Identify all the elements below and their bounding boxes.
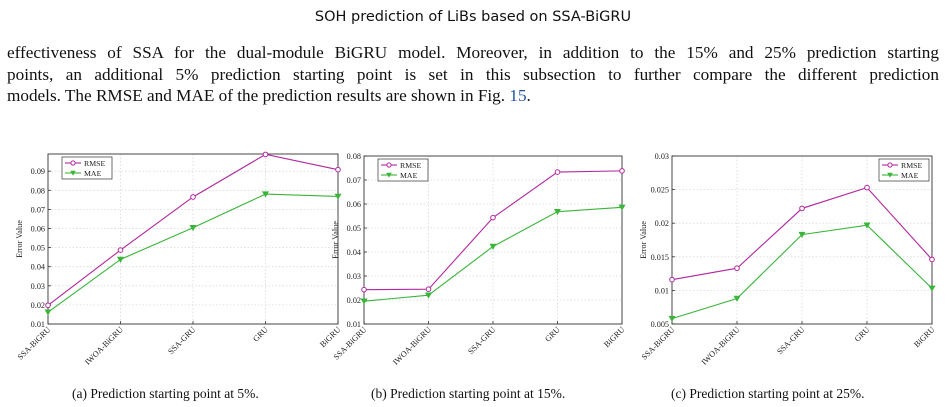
legend-label: MAE [400, 171, 418, 180]
y-axis-label: Error Value [15, 220, 24, 258]
data-point-rmse [669, 276, 675, 283]
y-tick-label: 0.04 [31, 263, 45, 272]
data-point-mae [668, 315, 676, 323]
body-paragraph: effectiveness of SSA for the dual-module… [7, 42, 939, 107]
legend-marker [386, 172, 392, 178]
y-tick-label: 0.05 [31, 244, 45, 253]
x-tick-label: BiGRU [602, 325, 626, 349]
x-tick-label: IWOA-BiGRU [700, 325, 742, 367]
data-point-rmse [361, 286, 367, 293]
data-point-mae [334, 193, 342, 200]
data-point-rmse [425, 286, 432, 293]
paragraph-line: models. The RMSE and MAE of the predicti… [7, 85, 939, 107]
data-point-mae [44, 309, 52, 316]
data-point-rmse [262, 151, 269, 158]
legend-marker [70, 170, 76, 176]
y-tick-label: 0.08 [31, 186, 45, 195]
y-tick-label: 0.02 [655, 219, 669, 228]
data-point-rmse [490, 214, 496, 221]
data-point-mae [863, 222, 871, 229]
x-tick-label: GRU [853, 325, 872, 344]
data-point-mae [489, 243, 497, 250]
y-tick-label: 0.06 [31, 224, 45, 233]
data-point-rmse [799, 205, 805, 212]
y-tick-label: 0.07 [347, 176, 361, 185]
legend-marker [887, 172, 893, 178]
data-point-rmse [117, 247, 124, 253]
y-tick-label: 0.08 [347, 152, 361, 161]
y-tick-label: 0.05 [347, 224, 361, 233]
legend-label: RMSE [84, 159, 105, 168]
y-tick-label: 0.015 [651, 253, 669, 262]
data-point-mae [928, 285, 936, 292]
x-tick-label: SSA-GRU [166, 325, 197, 356]
data-point-rmse [929, 256, 935, 263]
data-point-mae [424, 292, 433, 299]
data-point-mae [553, 208, 562, 216]
figure-reference-link[interactable]: 15 [509, 86, 527, 105]
data-point-mae [618, 204, 626, 211]
y-tick-label: 0.01 [347, 320, 361, 329]
y-tick-label: 0.07 [31, 205, 45, 214]
legend-label: RMSE [400, 161, 421, 170]
paragraph-text: models. The RMSE and MAE of the predicti… [7, 86, 510, 105]
data-point-mae [733, 295, 741, 302]
data-point-rmse [554, 169, 561, 175]
y-tick-label: 0.04 [347, 248, 361, 257]
y-tick-label: 0.06 [347, 200, 361, 209]
paragraph-line: points, an additional 5% prediction star… [7, 64, 939, 84]
data-point-rmse [335, 166, 341, 173]
y-tick-label: 0.01 [31, 320, 45, 329]
legend-label: MAE [901, 171, 919, 180]
data-point-rmse [619, 168, 625, 174]
caption-c: (c) Prediction starting point at 25%. [671, 386, 865, 401]
paragraph-line: effectiveness of SSA for the dual-module… [7, 43, 939, 62]
x-tick-label: BiGRU [318, 325, 342, 349]
y-tick-label: 0.09 [31, 167, 45, 176]
legend-marker [386, 162, 392, 168]
data-point-rmse [864, 184, 870, 191]
x-tick-label: BiGRU [912, 325, 936, 349]
y-tick-label: 0.02 [347, 296, 361, 305]
legend-label: MAE [84, 169, 102, 178]
page-header: SOH prediction of LiBs based on SSA-BiGR… [314, 9, 632, 25]
caption-b: (b) Prediction starting point at 15%. [371, 386, 566, 401]
legend-label: RMSE [901, 161, 922, 170]
y-tick-label: 0.03 [655, 152, 669, 161]
x-tick-label: IWOA-BiGRU [391, 325, 433, 367]
x-tick-label: IWOA-BiGRU [83, 325, 125, 367]
data-point-mae [261, 191, 270, 198]
data-point-mae [189, 225, 197, 232]
data-point-rmse [45, 302, 51, 309]
data-point-mae [798, 231, 806, 239]
y-tick-label: 0.03 [347, 272, 361, 281]
y-axis-label: Error Value [639, 221, 648, 259]
data-point-rmse [190, 194, 196, 200]
y-tick-label: 0.005 [651, 320, 669, 329]
data-point-rmse [734, 265, 740, 272]
y-tick-label: 0.025 [651, 186, 669, 195]
paragraph-text: . [526, 86, 531, 105]
x-tick-label: SSA-BiGRU [16, 325, 53, 362]
y-tick-label: 0.02 [31, 301, 45, 310]
x-tick-label: GRU [543, 325, 562, 344]
data-point-mae [360, 298, 368, 305]
legend-marker [887, 162, 893, 168]
y-axis-label: Error Value [331, 221, 340, 259]
y-tick-label: 0.03 [31, 282, 45, 291]
x-tick-label: SSA-BiGRU [640, 325, 677, 362]
x-tick-label: SSA-GRU [466, 325, 497, 356]
data-point-mae [116, 256, 125, 263]
x-tick-label: SSA-GRU [775, 325, 806, 356]
caption-a: (a) Prediction starting point at 5%. [72, 386, 259, 401]
legend-marker [70, 160, 76, 166]
x-tick-label: GRU [251, 325, 270, 344]
y-tick-label: 0.01 [655, 286, 669, 295]
